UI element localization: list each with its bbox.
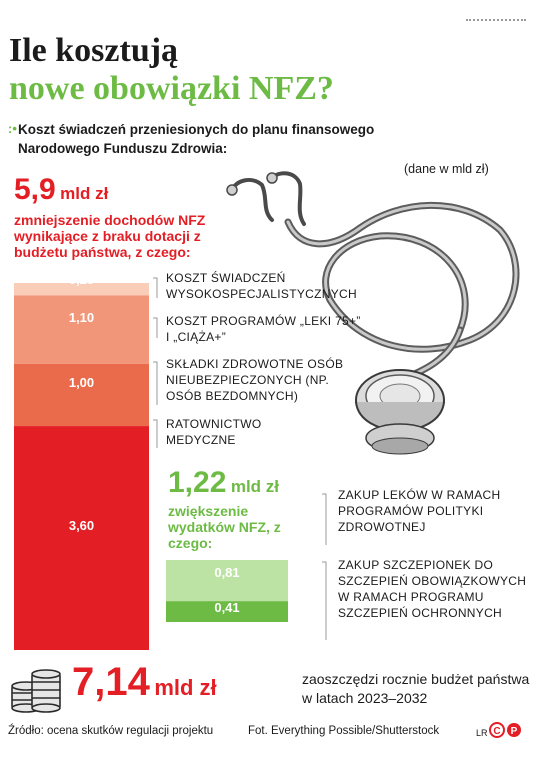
segment-value-label: 0,20 <box>68 272 95 287</box>
leader-line <box>153 419 158 448</box>
title-line-2: nowe obowiązki NFZ? <box>9 70 334 107</box>
bar-segment-red-0 <box>14 283 149 296</box>
leader-line <box>153 277 158 298</box>
grand-total: 7,14 mld zł <box>72 660 217 705</box>
title-line-1: Ile kosztują <box>9 32 179 69</box>
red-total-amount: 5,9 <box>14 173 56 206</box>
publisher-logo: C P <box>489 722 521 738</box>
segment-value-label: 1,10 <box>68 310 95 325</box>
grand-total-amount: 7,14 <box>72 660 150 704</box>
svg-text:C: C <box>493 726 500 737</box>
author-initials: LR <box>476 728 488 738</box>
green-total-unit: mld zł <box>230 477 280 496</box>
coins-icon <box>11 669 61 713</box>
bar-segment-green-0 <box>166 560 288 602</box>
bar-segment-green-1 <box>166 601 288 622</box>
bar-segment-red-2 <box>14 363 149 427</box>
red-total-unit: mld zł <box>60 184 109 203</box>
bar-segment-red-1 <box>14 295 149 364</box>
top-dotted-rule <box>466 19 526 21</box>
svg-text:P: P <box>511 726 518 737</box>
category-label: ZAKUP LEKÓW W RAMACH PROGRAMÓW POLITYKI … <box>338 488 501 534</box>
segment-value-label: 3,60 <box>68 518 95 533</box>
bar-segment-red-3 <box>14 426 149 650</box>
segment-value-label: 0,81 <box>214 565 240 580</box>
green-total: 1,22 mld zł <box>168 466 279 500</box>
segment-value-label: 0,41 <box>214 600 240 615</box>
photo-credit: Fot. Everything Possible/Shutterstock <box>248 725 440 737</box>
subtitle-marker: :• <box>8 121 17 136</box>
category-label: KOSZT ŚWIADCZEŃ WYSOKOSPECJALISTYCZNYCH <box>166 271 357 301</box>
leader-line <box>322 493 327 545</box>
grand-total-unit: mld zł <box>154 675 217 700</box>
category-label: ZAKUP SZCZEPIONEK DO SZCZEPIEŃ OBOWIĄZKO… <box>338 558 527 620</box>
red-total-description: zmniejszenie dochodów NFZ wynikające z b… <box>14 212 206 260</box>
category-label: KOSZT PROGRAMÓW „LEKI 75+” I „CIĄŻA+” <box>166 314 361 344</box>
red-total: 5,9 mld zł <box>14 173 108 207</box>
grand-total-description: zaoszczędzi rocznie budżet państwa w lat… <box>302 671 530 706</box>
segment-value-label: 1,00 <box>68 375 95 390</box>
subtitle: Koszt świadczeń przeniesionych do planu … <box>18 122 375 156</box>
leader-line <box>153 317 158 338</box>
category-label: RATOWNICTWO MEDYCZNE <box>166 417 262 447</box>
green-total-description: zwiększenie wydatków NFZ, z czego: <box>168 503 281 551</box>
green-total-amount: 1,22 <box>168 466 227 499</box>
leader-line <box>322 561 327 640</box>
category-label: SKŁADKI ZDROWOTNE OSÓB NIEUBEZPIECZONYCH… <box>166 357 344 403</box>
unit-note: (dane w mld zł) <box>404 162 489 176</box>
leader-line <box>153 361 158 405</box>
source-note: Źródło: ocena skutków regulacji projektu <box>8 725 214 737</box>
